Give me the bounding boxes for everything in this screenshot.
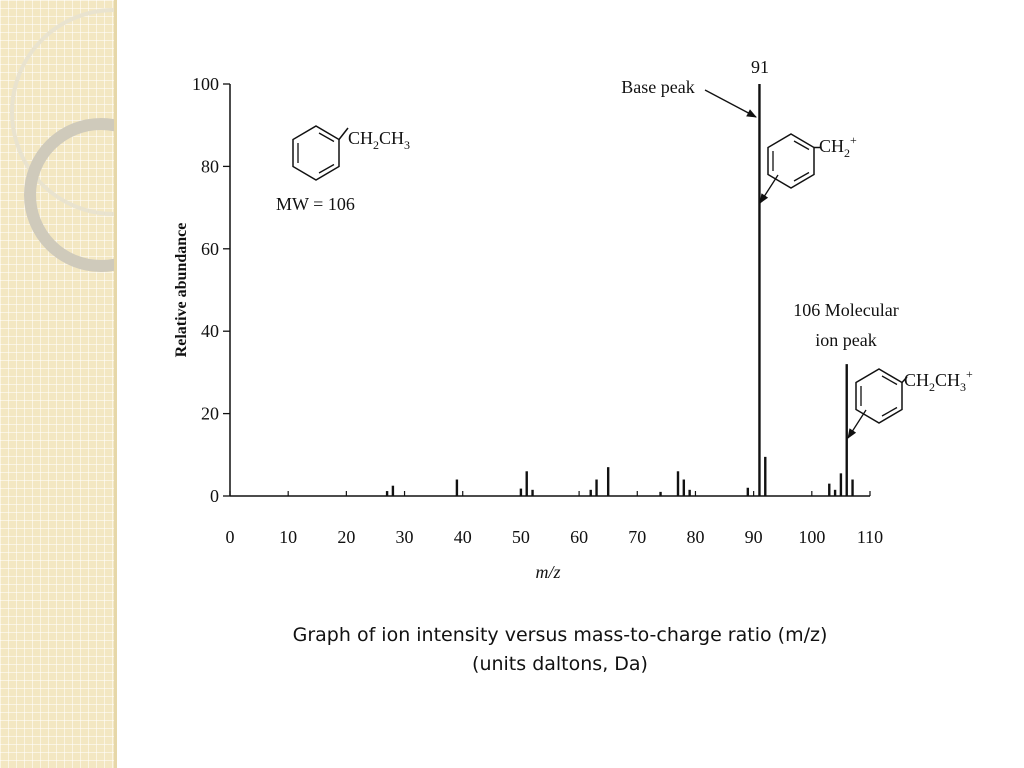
x-tick-label: 60	[570, 527, 588, 547]
x-tick-label: 80	[686, 527, 704, 547]
x-tick-label: 100	[798, 527, 825, 547]
caption-line-1: Graph of ion intensity versus mass-to-ch…	[292, 624, 828, 646]
chart-caption: Graph of ion intensity versus mass-to-ch…	[190, 621, 930, 679]
molecular-ion-formula: CH2CH3+	[904, 367, 973, 394]
x-tick-label: 110	[857, 527, 883, 547]
x-tick-label: 90	[745, 527, 763, 547]
x-tick-label: 0	[226, 527, 235, 547]
fragment-formula: CH2+	[819, 133, 857, 160]
y-tick-label: 40	[201, 321, 219, 341]
base-peak-label: Base peak	[621, 77, 694, 97]
x-axis-title: m/z	[535, 562, 560, 582]
molecular-ion-label-line1: 106 Molecular	[793, 300, 898, 320]
molecular-ion-structure-icon	[855, 368, 908, 424]
y-tick-label: 60	[201, 239, 219, 259]
base-peak-arrow	[704, 89, 757, 118]
y-tick-label: 0	[210, 486, 219, 506]
molecular-weight-label: MW = 106	[276, 194, 355, 214]
fragment-arrow	[759, 174, 779, 204]
y-tick-label: 100	[192, 74, 219, 94]
x-tick-label: 10	[279, 527, 297, 547]
x-tick-label: 20	[337, 527, 355, 547]
molecular-ion-arrow	[847, 409, 867, 439]
x-tick-label: 40	[454, 527, 472, 547]
molecular-ion-label-line2: ion peak	[815, 330, 876, 350]
x-tick-label: 70	[628, 527, 646, 547]
y-axis-title: Relative abundance	[173, 223, 190, 358]
caption-line-2: (units daltons, Da)	[472, 653, 648, 675]
x-tick-label: 30	[396, 527, 414, 547]
y-tick-label: 20	[201, 404, 219, 424]
benzyl-cation-structure-icon	[767, 133, 820, 189]
base-peak-value-label: 91	[751, 57, 769, 77]
x-tick-label: 50	[512, 527, 530, 547]
molecule-formula: CH2CH3	[348, 128, 410, 152]
slide-sidebar-decoration	[0, 0, 114, 768]
y-tick-label: 80	[201, 156, 219, 176]
sidebar-edge	[114, 0, 117, 768]
ethylbenzene-structure-icon	[292, 125, 349, 181]
